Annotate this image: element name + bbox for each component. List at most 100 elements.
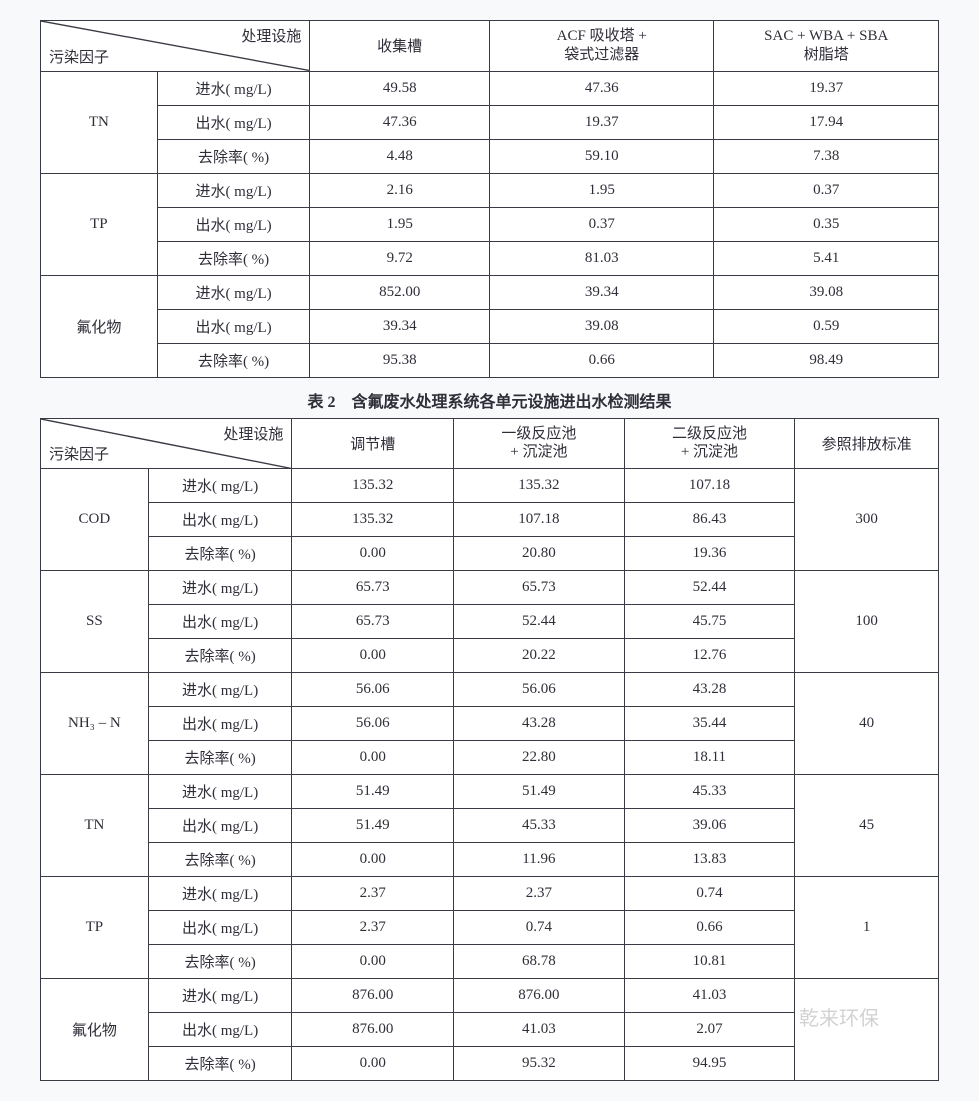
data-cell: 65.73 <box>292 571 454 605</box>
diag-upper-label: 处理设施 <box>223 423 283 444</box>
pollutant-name: TN <box>41 71 158 173</box>
table-row: 氟化物进水( mg/L)852.0039.3439.08 <box>41 275 939 309</box>
data-cell: 20.80 <box>454 537 625 571</box>
data-cell: 2.16 <box>310 173 490 207</box>
data-cell: 68.78 <box>454 945 625 979</box>
data-cell: 11.96 <box>454 843 625 877</box>
data-cell: 95.38 <box>310 343 490 377</box>
col-header: ACF 吸收塔 +袋式过滤器 <box>489 21 714 72</box>
data-cell: 59.10 <box>489 139 714 173</box>
data-cell: 2.37 <box>454 877 625 911</box>
standard-cell: 1 <box>795 877 939 979</box>
data-cell: 56.06 <box>454 673 625 707</box>
data-cell: 65.73 <box>454 571 625 605</box>
table-row: 去除率( %)95.380.6698.49 <box>41 343 939 377</box>
data-cell: 1.95 <box>489 173 714 207</box>
data-cell: 876.00 <box>454 979 625 1013</box>
standard-cell: 40 <box>795 673 939 775</box>
metric-label: 进水( mg/L) <box>157 71 310 105</box>
table-row: 出水( mg/L)39.3439.080.59 <box>41 309 939 343</box>
data-cell: 52.44 <box>454 605 625 639</box>
table-row: TP进水( mg/L)2.372.370.741 <box>41 877 939 911</box>
col-header: 二级反应池+ 沉淀池 <box>624 418 795 469</box>
data-cell: 5.41 <box>714 241 939 275</box>
data-cell: 39.08 <box>489 309 714 343</box>
standard-cell: 100 <box>795 571 939 673</box>
metric-label: 去除率( %) <box>148 1047 292 1081</box>
data-cell: 47.36 <box>310 105 490 139</box>
data-cell: 39.34 <box>489 275 714 309</box>
metric-label: 出水( mg/L) <box>157 105 310 139</box>
data-cell: 12.76 <box>624 639 795 673</box>
metric-label: 进水( mg/L) <box>148 673 292 707</box>
metric-label: 出水( mg/L) <box>148 809 292 843</box>
data-cell: 0.00 <box>292 537 454 571</box>
data-cell: 94.95 <box>624 1047 795 1081</box>
data-cell: 51.49 <box>292 809 454 843</box>
metric-label: 出水( mg/L) <box>148 707 292 741</box>
data-cell: 0.00 <box>292 843 454 877</box>
data-cell: 39.08 <box>714 275 939 309</box>
data-cell: 19.37 <box>714 71 939 105</box>
data-cell: 35.44 <box>624 707 795 741</box>
data-cell: 876.00 <box>292 1013 454 1047</box>
standard-cell: 300 <box>795 469 939 571</box>
table-row: COD进水( mg/L)135.32135.32107.18300 <box>41 469 939 503</box>
data-cell: 1.95 <box>310 207 490 241</box>
data-cell: 10.81 <box>624 945 795 979</box>
metric-label: 去除率( %) <box>148 945 292 979</box>
data-cell: 65.73 <box>292 605 454 639</box>
pollutant-name: COD <box>41 469 149 571</box>
data-cell: 107.18 <box>454 503 625 537</box>
data-cell: 852.00 <box>310 275 490 309</box>
metric-label: 去除率( %) <box>157 343 310 377</box>
data-cell: 81.03 <box>489 241 714 275</box>
table-header-row: 处理设施 污染因子 收集槽 ACF 吸收塔 +袋式过滤器 SAC + WBA +… <box>41 21 939 72</box>
data-cell: 9.72 <box>310 241 490 275</box>
data-cell: 0.00 <box>292 741 454 775</box>
data-cell: 39.34 <box>310 309 490 343</box>
metric-label: 去除率( %) <box>148 741 292 775</box>
metric-label: 去除率( %) <box>148 843 292 877</box>
data-cell: 39.06 <box>624 809 795 843</box>
data-cell: 86.43 <box>624 503 795 537</box>
metric-label: 去除率( %) <box>148 537 292 571</box>
data-cell: 43.28 <box>454 707 625 741</box>
data-cell: 0.74 <box>624 877 795 911</box>
diagonal-header: 处理设施 污染因子 <box>41 21 310 72</box>
metric-label: 进水( mg/L) <box>148 571 292 605</box>
data-cell: 51.49 <box>454 775 625 809</box>
data-cell: 107.18 <box>624 469 795 503</box>
data-cell: 0.66 <box>489 343 714 377</box>
pollutant-name: 氟化物 <box>41 979 149 1081</box>
data-cell: 2.07 <box>624 1013 795 1047</box>
data-cell: 56.06 <box>292 707 454 741</box>
diag-lower-label: 污染因子 <box>49 46 109 67</box>
data-cell: 41.03 <box>624 979 795 1013</box>
diag-upper-label: 处理设施 <box>241 25 301 46</box>
data-cell: 56.06 <box>292 673 454 707</box>
table-row: 出水( mg/L)1.950.370.35 <box>41 207 939 241</box>
data-cell: 0.35 <box>714 207 939 241</box>
data-cell: 2.37 <box>292 911 454 945</box>
data-cell: 52.44 <box>624 571 795 605</box>
table-row: TN进水( mg/L)51.4951.4945.3345 <box>41 775 939 809</box>
data-cell: 0.59 <box>714 309 939 343</box>
data-cell: 4.48 <box>310 139 490 173</box>
data-cell: 13.83 <box>624 843 795 877</box>
pollutant-name: NH₃ – N <box>41 673 149 775</box>
table-2: 处理设施 污染因子 调节槽 一级反应池+ 沉淀池 二级反应池+ 沉淀池 参照排放… <box>40 418 939 1082</box>
col-header: 参照排放标准 <box>795 418 939 469</box>
table-row: NH₃ – N进水( mg/L)56.0656.0643.2840 <box>41 673 939 707</box>
metric-label: 去除率( %) <box>148 639 292 673</box>
data-cell: 7.38 <box>714 139 939 173</box>
data-cell: 49.58 <box>310 71 490 105</box>
standard-cell <box>795 979 939 1081</box>
metric-label: 出水( mg/L) <box>157 207 310 241</box>
data-cell: 45.33 <box>624 775 795 809</box>
metric-label: 去除率( %) <box>157 139 310 173</box>
metric-label: 去除率( %) <box>157 241 310 275</box>
data-cell: 45.33 <box>454 809 625 843</box>
data-cell: 22.80 <box>454 741 625 775</box>
metric-label: 出水( mg/L) <box>148 605 292 639</box>
